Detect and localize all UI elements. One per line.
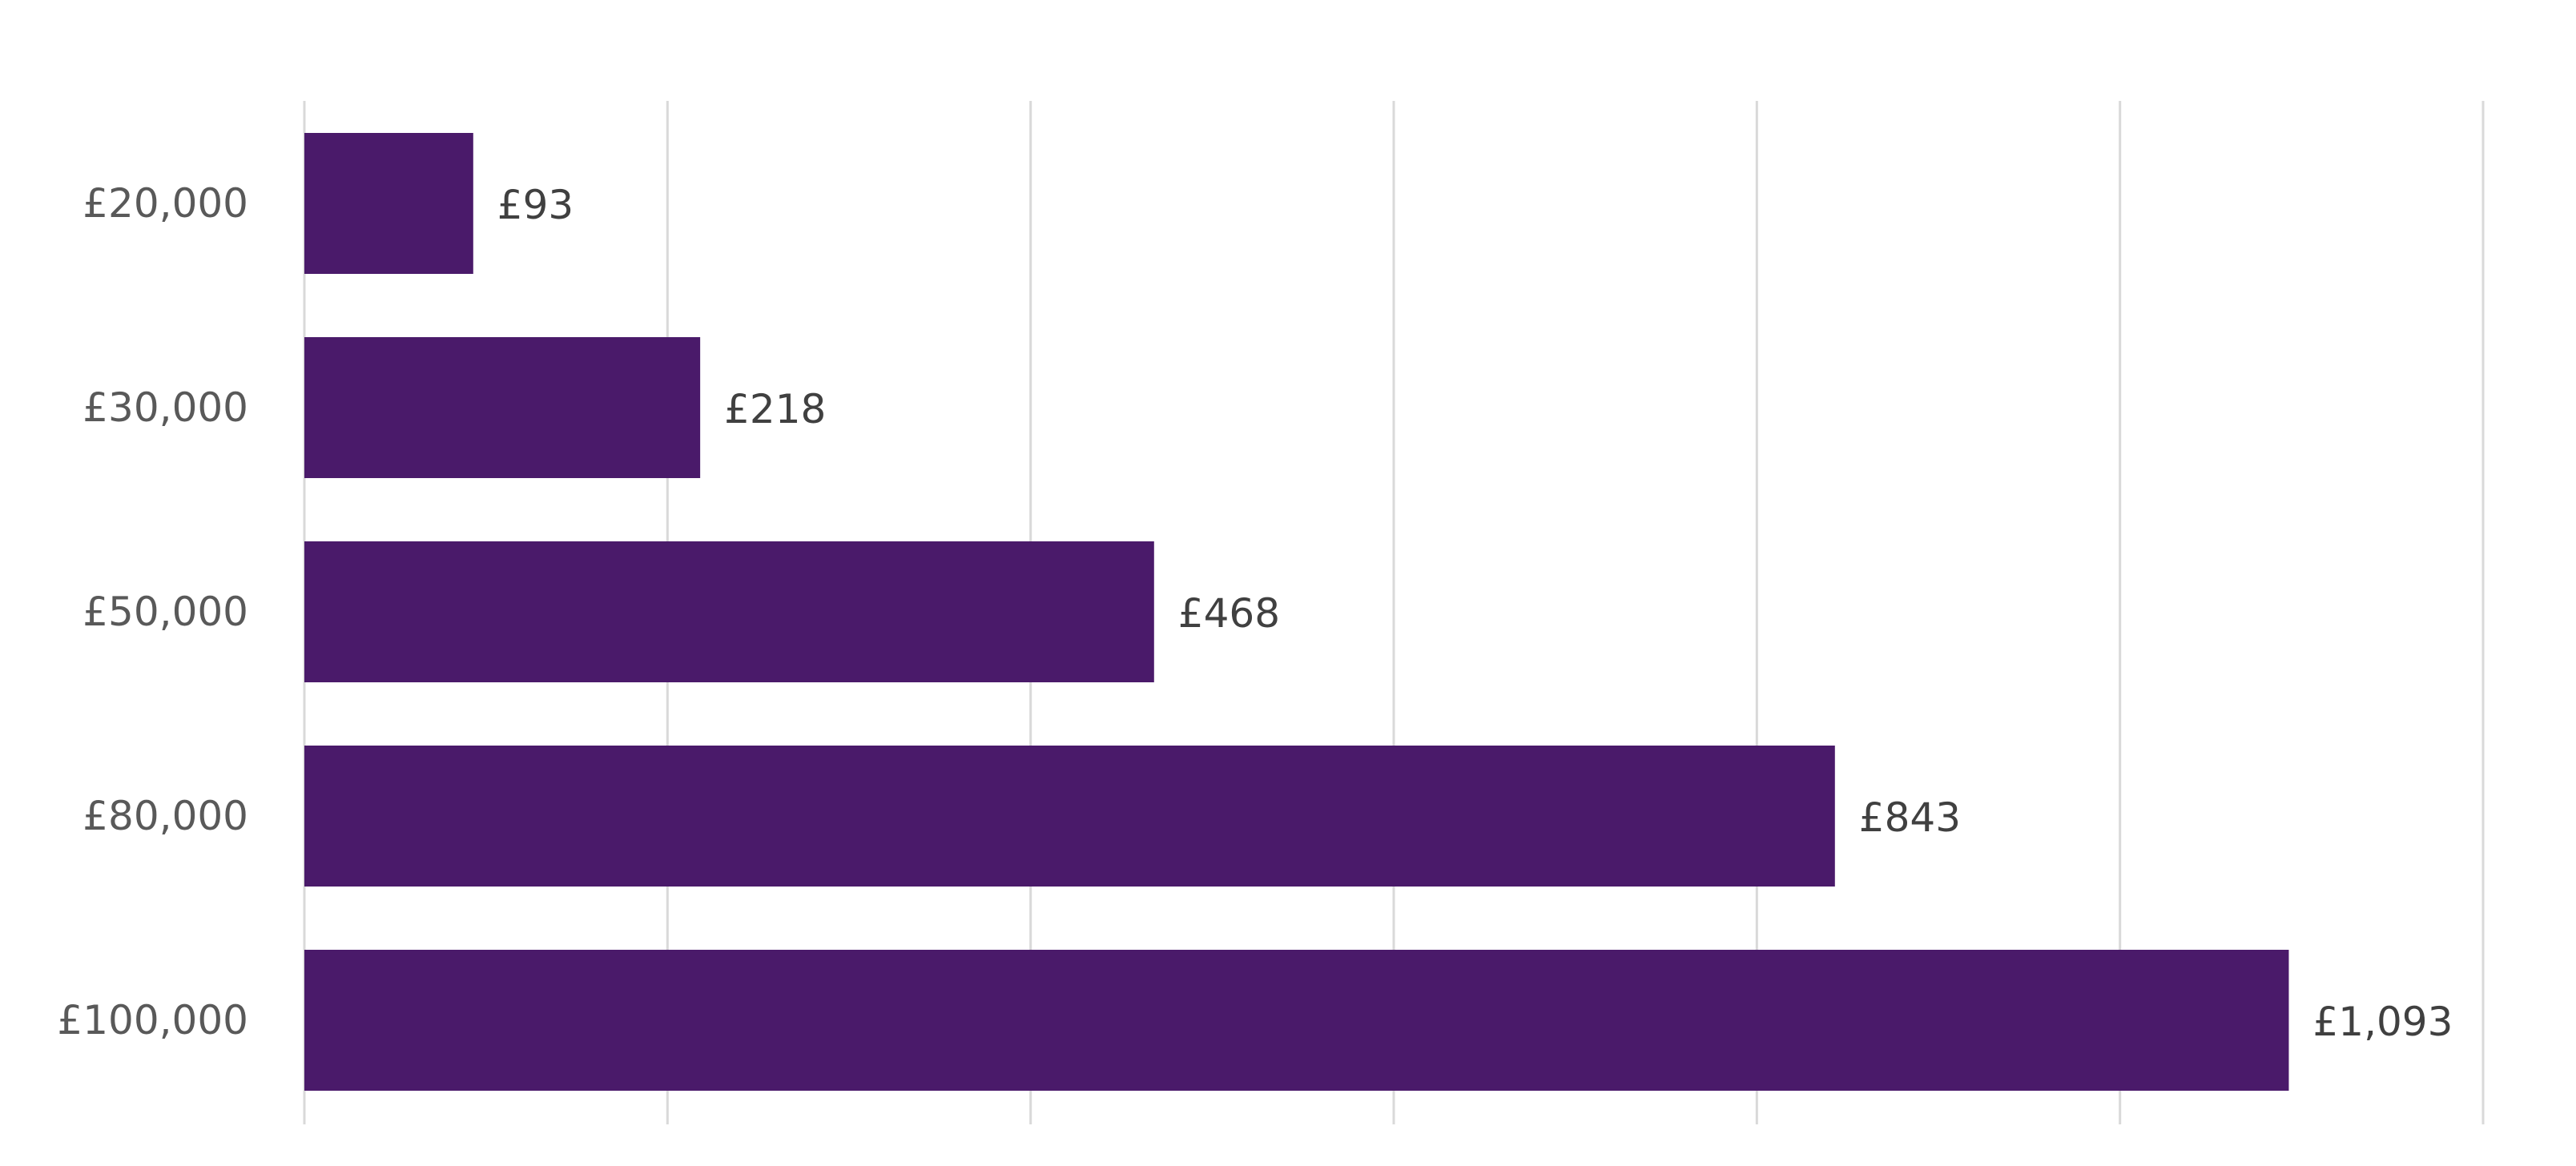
value-label-1: £218 xyxy=(724,386,826,432)
value-labels: £93 £218 £468 £843 £1,093 xyxy=(497,182,2453,1045)
category-label-0: £20,000 xyxy=(83,180,248,227)
category-label-2: £50,000 xyxy=(83,589,248,635)
value-label-3: £843 xyxy=(1859,794,1961,841)
category-label-3: £80,000 xyxy=(83,793,248,839)
bars xyxy=(304,133,2289,1091)
category-labels: £20,000 £30,000 £50,000 £80,000 £100,000 xyxy=(57,180,248,1043)
bar-4 xyxy=(304,950,2289,1091)
value-label-2: £468 xyxy=(1178,590,1280,637)
category-label-4: £100,000 xyxy=(57,997,248,1043)
bar-2 xyxy=(304,541,1154,682)
category-label-1: £30,000 xyxy=(83,384,248,431)
value-label-4: £1,093 xyxy=(2312,999,2453,1045)
bar-3 xyxy=(304,746,1835,887)
value-label-0: £93 xyxy=(497,182,574,228)
bar-0 xyxy=(304,133,473,274)
bar-1 xyxy=(304,337,701,478)
